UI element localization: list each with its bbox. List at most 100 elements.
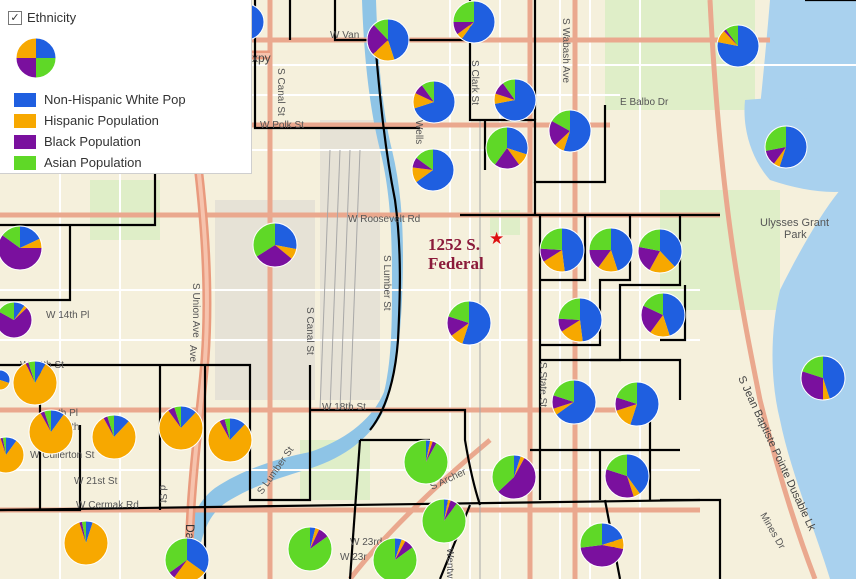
ethnicity-pie[interactable]	[207, 417, 253, 463]
ethnicity-pie[interactable]	[588, 227, 634, 273]
pie-slice	[725, 25, 738, 46]
pie-slice	[0, 307, 33, 338]
pie-slice	[174, 560, 205, 579]
pie-slice	[35, 361, 46, 383]
ethnicity-pie[interactable]	[0, 436, 25, 474]
pie-slice	[275, 223, 297, 250]
pie-slice	[275, 245, 297, 260]
checkbox-icon[interactable]: ✓	[8, 10, 22, 25]
pie-slice	[543, 250, 565, 273]
ethnicity-pie[interactable]	[158, 405, 204, 451]
pie-outline	[640, 292, 686, 338]
ethnicity-pie[interactable]	[614, 381, 660, 427]
pie-outline	[614, 381, 660, 427]
ethnicity-pie[interactable]	[557, 297, 603, 343]
pie-slice	[598, 250, 618, 272]
street-label: W Cermak Rd	[76, 500, 139, 511]
street-label: S Wabash Ave	[560, 18, 571, 83]
pie-slice	[540, 228, 562, 250]
pie-slice	[447, 316, 469, 336]
pie-slice	[0, 437, 24, 473]
street-label: W 23rd	[350, 537, 382, 548]
street-label: S State St	[537, 362, 548, 407]
ethnicity-pie[interactable]	[640, 292, 686, 338]
pie-outline	[539, 227, 585, 273]
pie-slice	[643, 293, 663, 315]
ethnicity-pie[interactable]	[421, 498, 467, 544]
pie-slice	[561, 320, 583, 343]
pie-slice	[602, 523, 623, 545]
pie-slice	[412, 167, 433, 183]
pie-outline	[164, 537, 210, 579]
pie-outline	[372, 537, 418, 579]
pie-slice	[627, 476, 640, 497]
ethnicity-pie[interactable]	[452, 0, 496, 44]
pie-slice	[494, 79, 536, 121]
pie-outline	[366, 18, 410, 62]
pie-slice	[174, 406, 181, 428]
legend-pie-icon	[15, 37, 57, 79]
pie-outline	[0, 436, 25, 474]
pie-slice	[548, 120, 570, 146]
pie-slice	[416, 149, 455, 191]
ethnicity-pie[interactable]	[485, 126, 529, 170]
ethnicity-pie[interactable]	[403, 439, 449, 485]
pie-slice	[416, 149, 433, 170]
pie-slice	[615, 397, 637, 411]
ethnicity-pie[interactable]	[493, 78, 537, 122]
pie-slice	[421, 81, 434, 102]
ethnicity-pie[interactable]	[764, 125, 808, 169]
ethnicity-pie[interactable]	[0, 301, 33, 339]
pie-slice	[580, 545, 624, 568]
pie-slice	[44, 410, 51, 432]
ethnicity-pie[interactable]	[63, 520, 109, 566]
pie-slice	[558, 298, 580, 320]
pie-slice	[605, 469, 634, 498]
ethnicity-pie[interactable]	[0, 369, 11, 391]
ethnicity-pie[interactable]	[0, 225, 43, 271]
ethnicity-pie[interactable]	[716, 24, 760, 68]
ethnicity-pie[interactable]	[539, 227, 585, 273]
ethnicity-pie[interactable]	[366, 18, 410, 62]
pie-slice	[208, 420, 253, 462]
ethnicity-pie[interactable]	[800, 355, 846, 401]
pie-slice	[114, 415, 130, 437]
ethnicity-pie[interactable]	[252, 222, 298, 268]
ethnicity-pie[interactable]	[637, 228, 683, 274]
pie-slice	[426, 441, 437, 462]
ethnicity-pie[interactable]	[412, 80, 456, 124]
pie-outline	[63, 520, 109, 566]
pie-slice	[630, 382, 660, 426]
legend-item-asian: Asian Population	[14, 155, 142, 170]
ethnicity-pie[interactable]	[604, 453, 650, 499]
ethnicity-pie[interactable]	[28, 409, 74, 455]
pie-slice	[0, 302, 14, 320]
ethnicity-pie[interactable]	[411, 148, 455, 192]
pie-slice	[580, 297, 603, 342]
ethnicity-pie[interactable]	[287, 526, 333, 572]
legend-header[interactable]: ✓ Ethnicity	[8, 10, 76, 25]
pie-slice	[802, 356, 823, 378]
ethnicity-pie[interactable]	[491, 454, 537, 500]
ethnicity-pie[interactable]	[579, 522, 625, 568]
legend-item-white: Non-Hispanic White Pop	[14, 92, 186, 107]
ethnicity-pie[interactable]	[446, 300, 492, 346]
pie-slice	[649, 251, 676, 274]
ethnicity-pie[interactable]	[372, 537, 418, 579]
pie-slice	[28, 361, 35, 383]
ethnicity-pie[interactable]	[91, 414, 137, 460]
pie-slice	[773, 147, 786, 167]
street-label: Wentw	[444, 548, 455, 579]
ethnicity-pie[interactable]	[551, 379, 597, 425]
street-label: W Van	[330, 30, 359, 41]
pie-slice	[553, 402, 574, 415]
ethnicity-pie[interactable]	[164, 537, 210, 579]
star-icon[interactable]: ★	[489, 229, 505, 248]
ethnicity-pie[interactable]	[12, 360, 58, 406]
pie-outline	[637, 228, 683, 274]
ethnicity-pie[interactable]	[548, 109, 592, 153]
street-label: W 14th Pl	[46, 310, 89, 321]
pie-slice	[426, 440, 433, 462]
pie-slice	[310, 529, 328, 549]
